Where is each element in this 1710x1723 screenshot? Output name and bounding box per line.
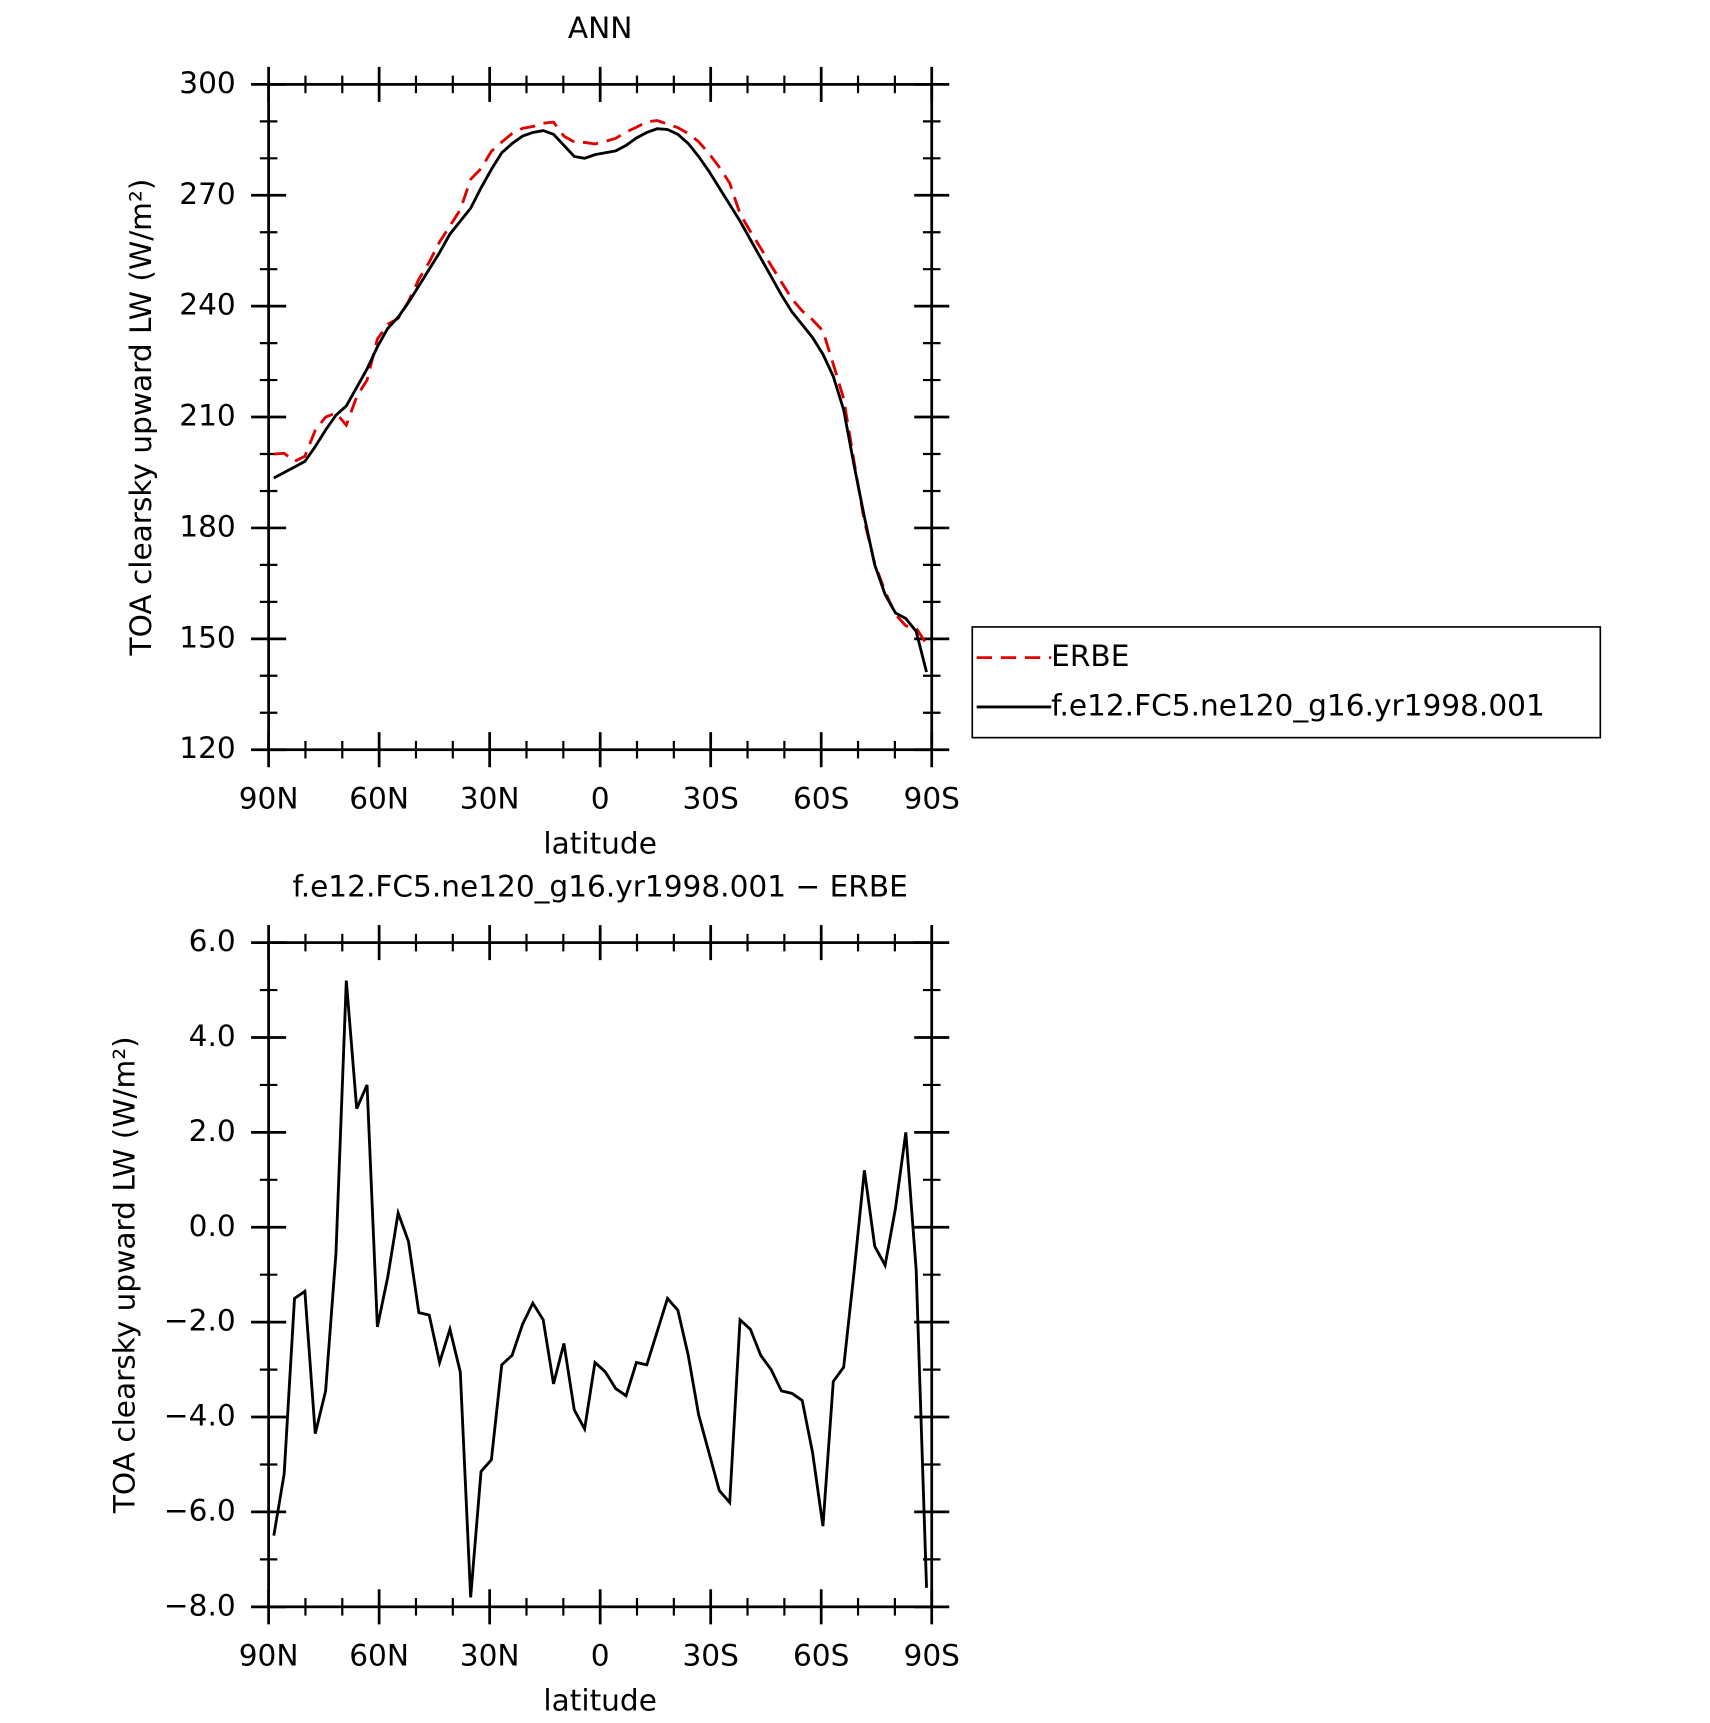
y-tick-label: 150: [179, 620, 235, 654]
y-tick-label: −6.0: [164, 1493, 236, 1527]
y-axis-label: TOA clearsky upward LW (W/m²): [108, 1036, 142, 1514]
x-tick-label: 30S: [682, 782, 738, 816]
x-tick-label: 90S: [904, 782, 960, 816]
data-line: [272, 980, 928, 1598]
legend-label: f.e12.FC5.ne120_g16.yr1998.001: [1051, 688, 1545, 722]
y-tick-label: −2.0: [164, 1304, 236, 1338]
y-tick-label: 2.0: [189, 1114, 236, 1148]
data-line: [273, 119, 928, 645]
plot-frame: [267, 83, 934, 752]
x-tick-label: 90N: [239, 782, 299, 816]
x-tick-label: 0: [591, 782, 610, 816]
y-tick-label: 240: [179, 288, 235, 322]
x-tick-label: 30N: [460, 782, 520, 816]
x-tick-label: 60N: [349, 782, 409, 816]
legend-box: [971, 626, 1602, 739]
y-tick-label: −8.0: [164, 1588, 236, 1622]
plot-frame: [267, 941, 934, 1609]
x-tick-label: 90N: [239, 1639, 299, 1673]
x-tick-label: 60S: [793, 1639, 849, 1673]
x-tick-label: 60N: [349, 1639, 409, 1673]
x-tick-label: 90S: [904, 1639, 960, 1673]
y-tick-label: 6.0: [189, 924, 236, 958]
y-tick-label: 120: [179, 731, 235, 765]
y-tick-label: 270: [179, 177, 235, 211]
chart-title: f.e12.FC5.ne120_g16.yr1998.001 − ERBE: [292, 869, 907, 903]
x-axis-label: latitude: [543, 1684, 656, 1718]
legend-label: ERBE: [1051, 639, 1129, 673]
y-tick-label: 0.0: [189, 1209, 236, 1243]
x-tick-label: 30N: [460, 1639, 520, 1673]
y-tick-label: 210: [179, 399, 235, 433]
x-tick-label: 0: [591, 1639, 610, 1673]
x-tick-label: 60S: [793, 782, 849, 816]
chart-title: ANN: [568, 11, 633, 45]
y-tick-label: 4.0: [189, 1019, 236, 1053]
y-tick-label: 300: [179, 66, 235, 100]
data-line: [273, 127, 928, 673]
x-axis-label: latitude: [543, 827, 656, 861]
x-tick-label: 30S: [682, 1639, 738, 1673]
y-axis-label: TOA clearsky upward LW (W/m²): [124, 179, 158, 657]
y-tick-label: −4.0: [164, 1399, 236, 1433]
y-tick-label: 180: [179, 509, 235, 543]
